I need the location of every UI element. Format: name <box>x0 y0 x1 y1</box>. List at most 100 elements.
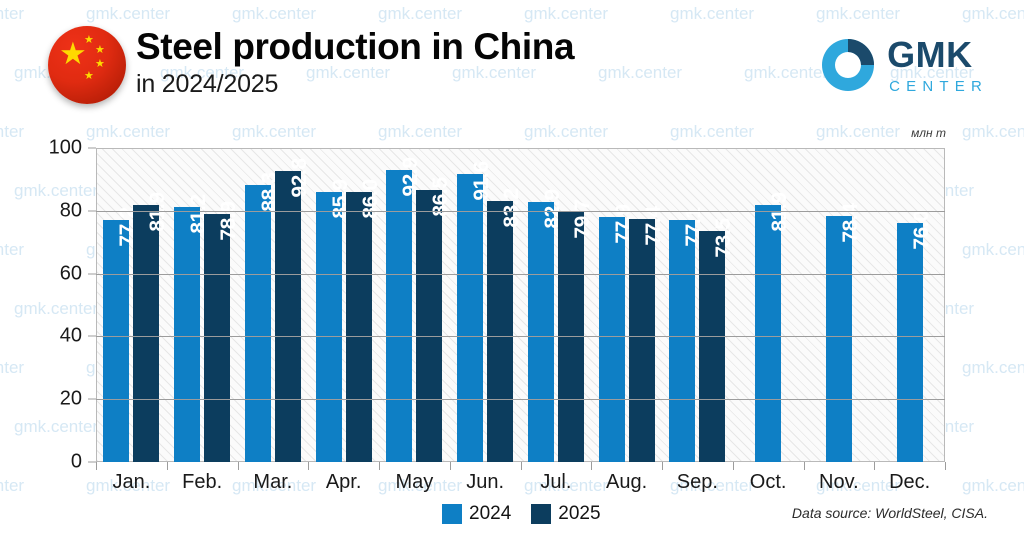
bar-group: 78.4 <box>804 148 875 462</box>
y-axis-tick-label: 20 <box>59 387 82 410</box>
bar-2024-Jan: 77.2 <box>103 207 139 462</box>
plot-area: 77.2 81.9 81.2 78.9 88.3 92.8 85.9 86.0 92.9 86.5… <box>96 148 945 462</box>
gridline <box>96 273 945 275</box>
x-axis-label: Sep. <box>676 471 718 493</box>
bar-2024-Jun: 91.6 <box>457 162 493 462</box>
gridline <box>96 399 945 401</box>
bar-2024-Apr: 85.9 <box>315 180 352 462</box>
bar-group: 85.9 86.0 <box>308 148 382 462</box>
plot-background <box>96 148 945 462</box>
bar-2025-May: 86.5 <box>416 178 452 462</box>
bar-2024-Aug: 77.9 <box>598 205 635 462</box>
flag-star-large: ★ <box>59 36 87 72</box>
y-axis-tick-label: 80 <box>59 199 82 222</box>
bar-group: 77.9 77.4 <box>591 148 665 462</box>
bar-group: 81.9 <box>733 148 804 462</box>
x-axis-tick-mark <box>308 462 310 470</box>
y-axis-tick-mark <box>88 335 96 337</box>
x-axis-label: Jul. <box>540 471 572 493</box>
x-axis-tick-mark <box>803 462 805 470</box>
data-source-note: Data source: WorldSteel, CISA. <box>791 505 988 521</box>
x-axis-tick-mark <box>732 462 734 470</box>
legend-item-2025[interactable]: 2025 <box>531 503 601 525</box>
gmk-logo: GMK CENTER <box>820 34 988 96</box>
bar-2025-Aug: 77.4 <box>628 206 665 462</box>
legend-label: 2024 <box>469 503 512 524</box>
y-axis-tick-mark <box>88 147 96 149</box>
x-axis-tick-mark <box>874 462 876 470</box>
x-axis-label: Aug. <box>606 471 648 493</box>
bar-2025-Jun: 83.2 <box>487 188 523 462</box>
bar-group: 77.1 73.5 <box>662 148 735 462</box>
bar-value-label: 78.4 <box>838 203 862 243</box>
legend-swatch <box>442 504 462 524</box>
flag-star-small-2: ★ <box>95 43 105 56</box>
bar-group: 82.9 79.7 <box>521 148 594 462</box>
bar-2025-Sep: 73.5 <box>699 219 735 462</box>
gmk-donut-icon <box>822 39 875 91</box>
bar-value-label: 76.0 <box>909 210 933 251</box>
x-axis-label: Mar. <box>253 471 293 493</box>
bar-2025-Apr: 86.0 <box>345 179 382 462</box>
bar-group: 77.2 81.9 <box>96 148 169 462</box>
x-axis-label: Dec. <box>889 471 931 493</box>
unit-label: млн т <box>911 126 946 140</box>
x-axis-label: Jun. <box>466 471 505 493</box>
x-axis-label: Jan. <box>112 471 151 493</box>
logo-tagline: CENTER <box>889 77 988 95</box>
y-axis-tick-label: 60 <box>59 262 82 285</box>
x-axis-label: Nov. <box>819 471 859 493</box>
x-axis-tick-mark <box>166 462 168 470</box>
x-axis-label: Feb. <box>182 471 223 493</box>
x-axis-tick-mark <box>96 462 97 470</box>
bar-2024-Sep: 77.1 <box>669 207 705 462</box>
bar-group: 76.0 <box>874 148 945 462</box>
y-axis-tick-mark <box>88 461 96 463</box>
bar-group: 88.3 92.8 <box>238 148 311 462</box>
logo-name: GMK <box>887 33 973 75</box>
x-axis-tick-mark <box>379 462 380 470</box>
x-axis-tick-mark <box>591 462 593 470</box>
bar-group: 91.6 83.2 <box>450 148 523 462</box>
bar-2025-Feb: 78.9 <box>204 202 240 462</box>
x-axis-label: Oct. <box>749 471 787 493</box>
x-axis-tick-mark <box>662 462 663 470</box>
gridline <box>96 210 945 212</box>
page-subtitle: in 2024/2025 <box>136 70 279 98</box>
bar-group: 81.2 78.9 <box>167 148 240 462</box>
bar-2024-Oct: 81.9 <box>755 192 791 462</box>
china-flag-icon: ★ ★ ★ ★ ★ <box>48 26 126 104</box>
bar-2024-Dec: 76.0 <box>896 211 933 462</box>
y-axis-tick-label: 0 <box>70 450 82 473</box>
x-axis-label: May <box>395 471 434 493</box>
legend-swatch <box>531 504 552 524</box>
y-axis-tick-mark <box>88 398 96 400</box>
bar-series-container: 77.2 81.9 81.2 78.9 88.3 92.8 85.9 86.0 92.9 86.5… <box>96 148 945 462</box>
flag-star-small-1: ★ <box>84 33 94 46</box>
legend-label: 2025 <box>558 503 601 524</box>
chart-legend: 2024 2025 <box>442 503 601 525</box>
gridline <box>96 336 945 338</box>
flag-star-small-3: ★ <box>95 57 105 70</box>
bar-value-label: 81.9 <box>768 192 792 232</box>
x-axis-tick-mark <box>449 462 451 470</box>
bar-group: 92.9 86.5 <box>379 148 452 462</box>
bar-2024-Nov: 78.4 <box>825 203 862 462</box>
chart-header: ★ ★ ★ ★ ★ Steel production in China in 2… <box>0 0 1024 126</box>
y-axis-tick-label: 100 <box>48 136 82 159</box>
page-title: Steel production in China <box>136 26 575 67</box>
legend-item-2024[interactable]: 2024 <box>442 503 511 525</box>
x-axis-tick-mark <box>945 462 946 470</box>
bar-2024-May: 92.9 <box>386 158 422 462</box>
bar-2024-Jul: 82.9 <box>527 189 564 462</box>
flag-star-small-4: ★ <box>84 69 94 82</box>
y-axis: 0 20 40 60 80 100 <box>0 137 96 473</box>
bar-2024-Feb: 81.2 <box>174 194 210 462</box>
x-axis: Jan. Feb. Mar. Apr. May Jun. Jul. Aug. Sep. Oct. N… <box>96 462 946 502</box>
x-axis-tick-mark <box>237 462 239 470</box>
bar-2025-Mar: 92.8 <box>274 158 311 462</box>
bar-2024-Mar: 88.3 <box>244 172 281 462</box>
x-axis-tick-mark <box>520 462 522 470</box>
y-axis-tick-mark <box>88 273 96 275</box>
